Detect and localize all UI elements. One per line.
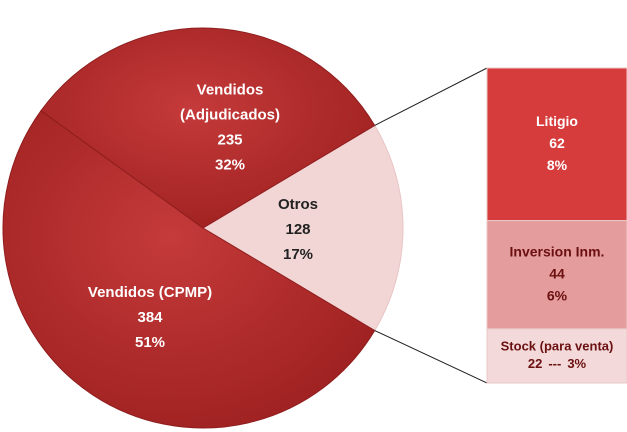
breakdown-label: 6% bbox=[547, 287, 568, 303]
slice-label: 32% bbox=[215, 156, 245, 173]
slice-label: 235 bbox=[217, 131, 242, 148]
slice-label: Vendidos (CPMP) bbox=[88, 284, 212, 301]
slice-label: Vendidos bbox=[197, 81, 264, 98]
slice-label: 17% bbox=[283, 246, 313, 263]
breakdown-value: 22 --- 3% bbox=[528, 356, 587, 371]
breakdown-value-part: 3% bbox=[567, 356, 586, 371]
connector-line bbox=[374, 67, 488, 126]
slice-label: 51% bbox=[135, 334, 165, 351]
breakdown-label: 44 bbox=[549, 265, 565, 281]
breakdown-bar bbox=[486, 328, 627, 384]
breakdown-label: 62 bbox=[549, 135, 565, 151]
pie-slice bbox=[2, 110, 376, 429]
breakdown-value-part: 22 bbox=[528, 356, 542, 371]
breakdown-label: Inversion Inm. bbox=[510, 243, 605, 259]
breakdown-label: 8% bbox=[547, 157, 568, 173]
breakdown-bar bbox=[486, 220, 627, 330]
slice-label: 384 bbox=[137, 309, 163, 326]
slice-label: 128 bbox=[285, 221, 310, 238]
breakdown-label: Litigio bbox=[536, 113, 578, 129]
connector-line bbox=[374, 330, 488, 384]
pie-slice bbox=[40, 27, 376, 229]
slice-label: (Adjudicados) bbox=[180, 106, 280, 123]
pie-slice bbox=[202, 124, 404, 332]
breakdown-label: Stock (para venta) bbox=[501, 338, 614, 353]
breakdown-value-part: --- bbox=[548, 356, 561, 371]
slice-label: Otros bbox=[278, 196, 318, 213]
